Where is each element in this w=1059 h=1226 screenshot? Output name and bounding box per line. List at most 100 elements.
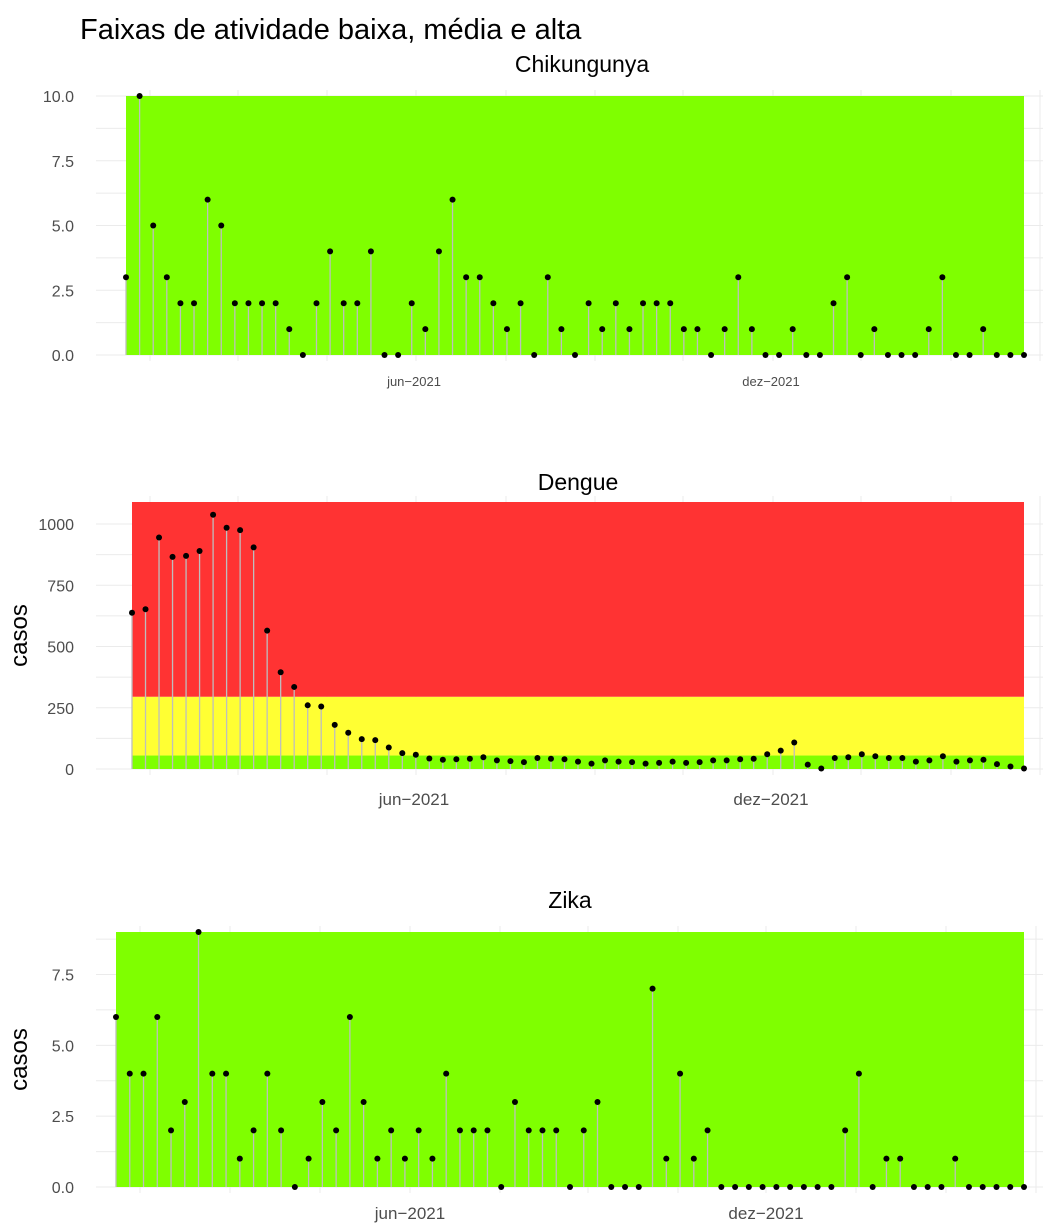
data-point — [466, 755, 473, 762]
y-tick-label: 0.0 — [52, 348, 74, 365]
data-point — [938, 1184, 945, 1190]
data-point — [544, 274, 551, 281]
data-point — [857, 352, 864, 358]
data-point — [218, 222, 225, 229]
data-point — [735, 274, 742, 281]
band-low — [116, 932, 1024, 1187]
data-point — [830, 300, 837, 307]
data-point — [443, 1070, 450, 1077]
data-point — [154, 1014, 161, 1020]
data-point — [142, 606, 149, 613]
data-point — [372, 737, 379, 744]
data-point — [845, 754, 852, 761]
data-point — [993, 1184, 1000, 1190]
data-point — [626, 326, 633, 333]
data-point — [340, 300, 347, 307]
data-point — [789, 326, 796, 333]
data-point — [732, 1184, 739, 1190]
data-point — [286, 326, 293, 333]
data-point — [399, 750, 406, 757]
data-point — [345, 729, 352, 736]
data-point — [1007, 763, 1014, 770]
data-point — [980, 326, 987, 333]
data-point — [640, 300, 647, 307]
data-point — [764, 751, 771, 758]
data-point — [567, 1184, 573, 1190]
data-point — [858, 751, 865, 758]
data-point — [429, 1155, 436, 1162]
data-point — [690, 1155, 697, 1162]
data-point — [653, 300, 660, 307]
data-point — [612, 300, 619, 307]
data-point — [804, 761, 811, 768]
data-point — [787, 1184, 794, 1190]
data-point — [534, 754, 541, 761]
data-point — [748, 326, 755, 333]
data-point — [898, 352, 905, 358]
data-point — [181, 1099, 188, 1105]
data-point — [939, 753, 946, 760]
data-point — [602, 757, 609, 764]
data-point — [803, 352, 810, 358]
data-point — [777, 747, 784, 754]
data-point — [388, 1127, 395, 1134]
data-point — [150, 222, 157, 229]
data-point — [520, 759, 527, 766]
data-point — [696, 759, 703, 766]
data-point — [737, 756, 744, 763]
data-point — [952, 1155, 959, 1162]
data-point — [776, 352, 783, 358]
data-point — [291, 1184, 298, 1190]
data-point — [966, 352, 973, 358]
data-point — [588, 760, 595, 767]
data-point — [710, 757, 717, 764]
chikungunya-panel: 0.0 2.5 5.0 7.5 10.0 jun−2021 dez−2021 Chikungu… — [43, 51, 1043, 389]
data-point — [463, 274, 470, 281]
data-point — [885, 754, 892, 761]
data-point — [250, 544, 257, 551]
y-tick-label: 0.0 — [52, 1180, 74, 1197]
y-axis-label: casos — [6, 1028, 33, 1091]
data-point — [980, 756, 987, 763]
panel-title: Chikungunya — [515, 51, 649, 77]
data-point — [677, 1070, 684, 1077]
data-point — [718, 1184, 725, 1190]
data-point — [814, 1184, 821, 1190]
data-point — [354, 300, 361, 307]
data-point — [884, 352, 891, 358]
data-point — [680, 326, 687, 333]
data-point — [123, 274, 129, 281]
data-point — [318, 703, 325, 710]
data-point — [237, 527, 244, 534]
data-point — [264, 627, 271, 634]
data-point — [490, 300, 497, 307]
data-point — [401, 1155, 408, 1162]
data-point — [426, 755, 433, 762]
data-point — [649, 985, 656, 992]
data-point — [615, 758, 622, 765]
data-point — [408, 300, 415, 307]
data-point — [926, 757, 933, 764]
data-point — [223, 1070, 230, 1077]
data-point — [708, 352, 715, 358]
data-point — [663, 1155, 670, 1162]
y-tick-label: 1000 — [38, 517, 74, 534]
data-point — [210, 511, 217, 518]
data-point — [572, 352, 578, 358]
data-point — [140, 1070, 147, 1077]
data-point — [196, 547, 203, 554]
data-point — [899, 754, 906, 761]
data-point — [259, 300, 266, 307]
data-point — [163, 274, 170, 281]
data-point — [511, 1099, 518, 1105]
y-tick-label: 750 — [47, 578, 74, 595]
y-tick-label: 7.5 — [52, 154, 74, 171]
data-point — [395, 352, 402, 358]
data-point — [872, 753, 879, 760]
data-point — [264, 1070, 271, 1077]
data-point — [231, 300, 238, 307]
x-tick-label: jun−2021 — [378, 790, 449, 809]
data-point — [1021, 352, 1027, 358]
data-point — [168, 1127, 175, 1134]
data-point — [897, 1155, 904, 1162]
